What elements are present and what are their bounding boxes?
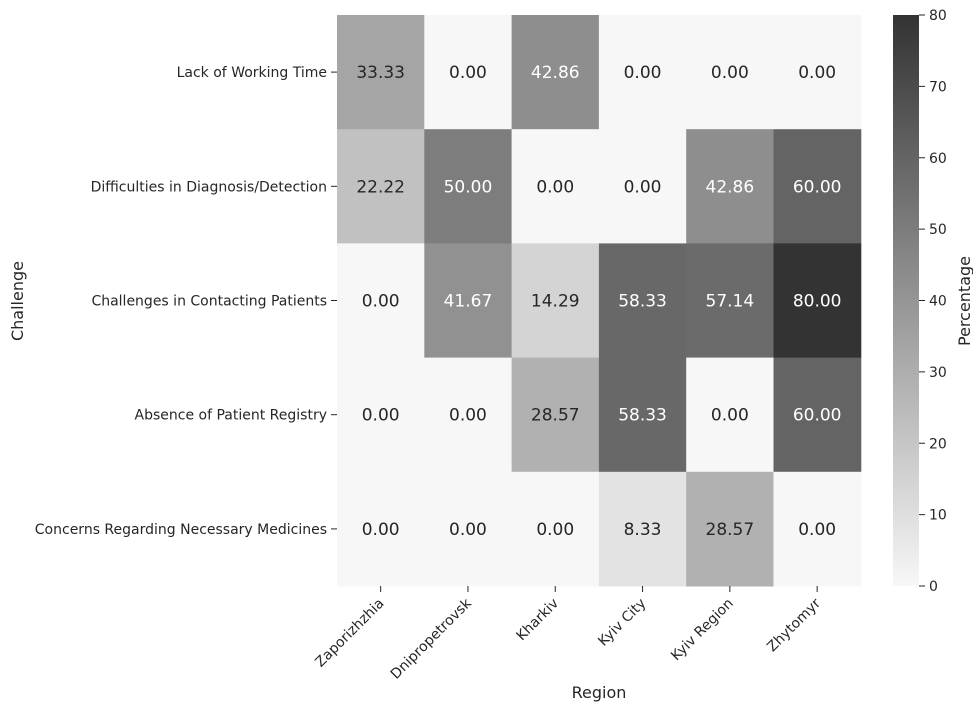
x-tick-label: Zaporizhzhia bbox=[312, 596, 387, 671]
heatmap-cell-value: 0.00 bbox=[449, 63, 487, 83]
heatmap-cell-value: 0.00 bbox=[711, 406, 749, 426]
heatmap-cell-value: 80.00 bbox=[793, 292, 842, 312]
heatmap-cell bbox=[337, 243, 425, 359]
heatmap-cell-value: 57.14 bbox=[706, 292, 755, 312]
heatmap-cell bbox=[598, 15, 687, 130]
x-tick-label: Kyiv City bbox=[595, 596, 649, 650]
heatmap-cell bbox=[511, 357, 600, 473]
heatmap-cell-value: 0.00 bbox=[362, 406, 400, 426]
heatmap-cell-value: 0.00 bbox=[798, 520, 836, 540]
heatmap-cell bbox=[337, 471, 425, 587]
heatmap-cell bbox=[773, 243, 862, 359]
heatmap-cell-value: 0.00 bbox=[449, 406, 487, 426]
heatmap-cell bbox=[773, 129, 862, 244]
heatmap-cell-value: 0.00 bbox=[624, 63, 662, 83]
heatmap-cell bbox=[598, 243, 687, 359]
heatmap-cell bbox=[511, 243, 600, 359]
heatmap-cell bbox=[511, 15, 600, 130]
colorbar-label: Percentage bbox=[955, 256, 973, 346]
colorbar-tick-label: 50 bbox=[929, 222, 947, 238]
heatmap-cell-value: 0.00 bbox=[624, 177, 662, 197]
heatmap-cell-value: 60.00 bbox=[793, 177, 842, 197]
colorbar-ticks: 0 10 20 30 40 50 60 70 80 bbox=[919, 8, 947, 595]
x-axis-label: Region bbox=[572, 683, 627, 702]
colorbar-tick-label: 60 bbox=[929, 151, 947, 167]
heatmap-cell-value: 42.86 bbox=[706, 177, 755, 197]
heatmap-cell-value: 28.57 bbox=[531, 406, 580, 426]
heatmap-cell-value: 8.33 bbox=[624, 520, 662, 540]
x-tick-label: Kharkiv bbox=[514, 596, 563, 645]
heatmap-cell bbox=[598, 471, 687, 587]
y-tick-label: Lack of Working Time bbox=[177, 65, 327, 81]
heatmap-cell bbox=[686, 129, 774, 244]
heatmap-cell bbox=[511, 129, 600, 244]
heatmap-cell bbox=[424, 357, 513, 473]
heatmap-cell bbox=[686, 243, 774, 359]
heatmap-cell bbox=[686, 471, 774, 587]
heatmap-cells: 33.33 0.00 42.86 0.00 0.00 0.00 22.22 50.00 0.00… bbox=[337, 15, 862, 587]
colorbar-tick-label: 10 bbox=[929, 508, 947, 524]
colorbar-tick-label: 80 bbox=[929, 8, 947, 24]
heatmap-cell bbox=[424, 15, 513, 130]
heatmap-cell-value: 50.00 bbox=[444, 177, 493, 197]
heatmap-cell bbox=[686, 357, 774, 473]
heatmap-cell bbox=[337, 129, 425, 244]
heatmap-cell bbox=[424, 471, 513, 587]
y-tick-label: Challenges in Contacting Patients bbox=[91, 294, 327, 310]
x-tick-label: Kyiv Region bbox=[668, 596, 737, 665]
colorbar-tick-label: 30 bbox=[929, 365, 947, 381]
colorbar-gradient bbox=[893, 15, 919, 586]
heatmap-cell-value: 33.33 bbox=[356, 63, 405, 83]
heatmap-cell bbox=[337, 15, 425, 130]
heatmap-cell bbox=[598, 357, 687, 473]
colorbar-tick-label: 70 bbox=[929, 79, 947, 95]
heatmap-cell-value: 0.00 bbox=[536, 520, 574, 540]
heatmap-cell-value: 28.57 bbox=[706, 520, 755, 540]
heatmap-cell-value: 41.67 bbox=[444, 292, 493, 312]
heatmap-cell-value: 0.00 bbox=[536, 177, 574, 197]
x-axis-ticks: Zaporizhzhia Dnipropetrovsk Kharkiv Kyiv Ci… bbox=[312, 586, 824, 683]
heatmap-cell bbox=[511, 471, 600, 587]
heatmap-cell-value: 60.00 bbox=[793, 406, 842, 426]
heatmap-cell bbox=[773, 357, 862, 473]
x-tick-label: Dnipropetrovsk bbox=[388, 595, 476, 683]
x-tick-label: Zhytomyr bbox=[764, 595, 824, 655]
heatmap-cell bbox=[686, 15, 774, 130]
heatmap-cell bbox=[424, 243, 513, 359]
colorbar-tick-label: 20 bbox=[929, 436, 947, 452]
heatmap-cell-value: 58.33 bbox=[618, 292, 667, 312]
heatmap-cell bbox=[773, 471, 862, 587]
heatmap-cell bbox=[424, 129, 513, 244]
colorbar: 0 10 20 30 40 50 60 70 80 Percentage bbox=[893, 8, 973, 595]
y-tick-label: Absence of Patient Registry bbox=[135, 408, 327, 424]
colorbar-tick-label: 0 bbox=[929, 579, 938, 595]
colorbar-tick-label: 40 bbox=[929, 294, 947, 310]
y-tick-label: Difficulties in Diagnosis/Detection bbox=[91, 179, 327, 195]
heatmap-cell-value: 22.22 bbox=[356, 177, 405, 197]
heatmap-cell-value: 0.00 bbox=[449, 520, 487, 540]
heatmap-cell-value: 0.00 bbox=[362, 520, 400, 540]
y-axis-label: Challenge bbox=[8, 261, 27, 341]
y-tick-label: Concerns Regarding Necessary Medicines bbox=[35, 522, 327, 538]
heatmap-cell-value: 14.29 bbox=[531, 292, 580, 312]
y-axis-ticks: Lack of Working Time Difficulties in Diag… bbox=[35, 65, 337, 538]
heatmap-cell-value: 0.00 bbox=[798, 63, 836, 83]
heatmap-cell bbox=[773, 15, 862, 130]
heatmap-cell-value: 0.00 bbox=[362, 292, 400, 312]
heatmap-cell-value: 42.86 bbox=[531, 63, 580, 83]
heatmap-cell-value: 0.00 bbox=[711, 63, 749, 83]
heatmap-cell bbox=[598, 129, 687, 244]
heatmap-cell bbox=[337, 357, 425, 473]
heatmap-cell-value: 58.33 bbox=[618, 406, 667, 426]
